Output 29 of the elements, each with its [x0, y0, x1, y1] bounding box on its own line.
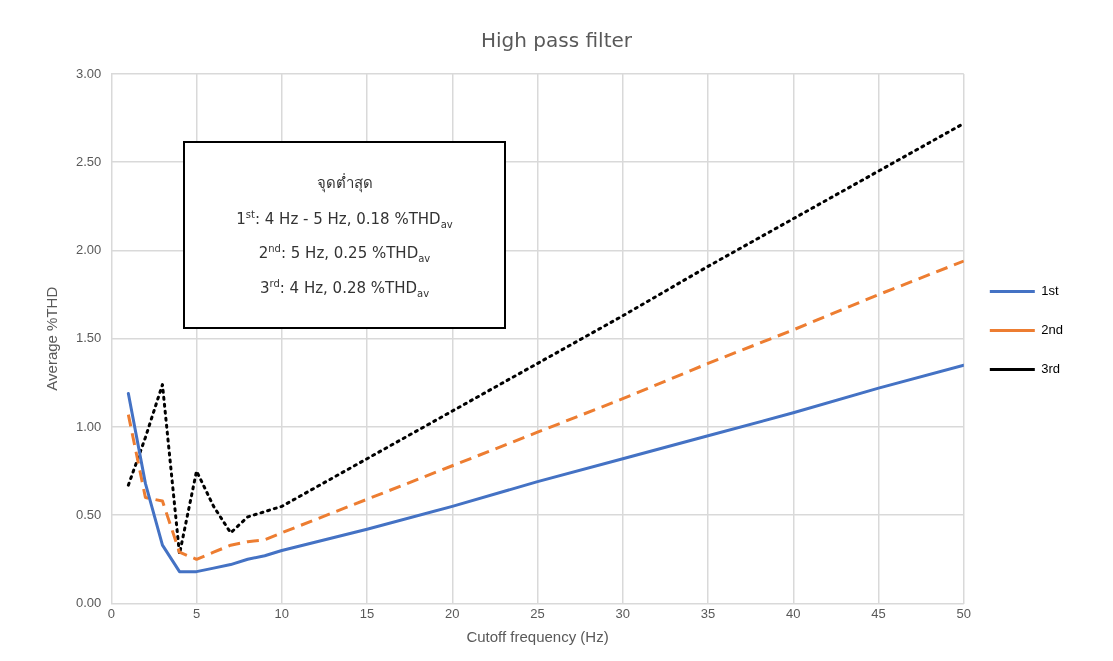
x-tick-label: 10 [274, 605, 290, 621]
legend-label: 2nd [1041, 322, 1064, 338]
y-tick-label: 2.00 [75, 242, 102, 258]
annotation: 3$^{rd}$: 4 Hz, 0.28 %THD$_{av}$ [259, 278, 430, 300]
annotation: 2$^{nd}$: 5 Hz, 0.25 %THD$_{av}$ [258, 243, 431, 265]
y-tick-label: 3.00 [75, 65, 102, 81]
legend-label: 3rd [1041, 361, 1061, 377]
line-series [126, 121, 964, 556]
x-tick-label: 45 [871, 605, 886, 621]
y-tick-label: 1.00 [75, 418, 102, 434]
x-tick-label: 0 [107, 605, 115, 621]
x-tick-label: 30 [615, 605, 631, 621]
annotation: 1$^{st}$: 4 Hz - 5 Hz, 0.18 %THD$_{av}$ [236, 208, 453, 230]
y-tick-label: 0.00 [75, 594, 102, 610]
x-tick-label: 25 [530, 605, 545, 621]
y-tick-label: 2.50 [75, 153, 102, 169]
y-tick-label: 1.50 [75, 330, 102, 346]
x-tick-label: 50 [956, 605, 972, 621]
y-axis-title: Average %THD [43, 286, 61, 391]
x-axis-title: Cutoff frequency (Hz) [466, 628, 609, 646]
annotation: จุดต่ำสุด [316, 172, 373, 195]
x-tick-label: 20 [445, 605, 460, 621]
legend-label: 1st [1041, 283, 1060, 299]
x-tick-label: 40 [786, 605, 801, 621]
chart-title: High pass filter [481, 28, 633, 53]
x-tick-label: 15 [359, 605, 375, 621]
x-tick-label: 5 [192, 605, 201, 621]
y-tick-label: 0.50 [75, 506, 102, 522]
x-tick-label: 35 [700, 605, 716, 621]
